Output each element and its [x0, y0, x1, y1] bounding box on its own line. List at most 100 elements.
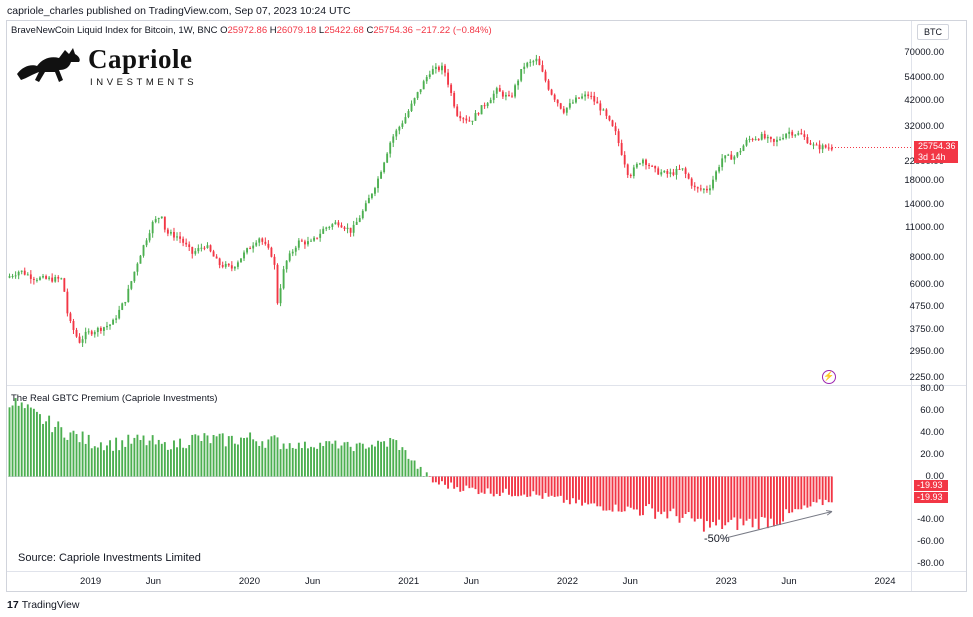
price-candle	[562, 105, 565, 115]
price-candle	[453, 90, 456, 109]
premium-bar	[632, 476, 635, 510]
premium-bar	[596, 476, 599, 507]
price-candle	[444, 63, 446, 77]
premium-bar	[316, 448, 319, 477]
price-candle	[757, 138, 760, 141]
price-candle	[715, 170, 718, 182]
price-candle	[760, 131, 763, 141]
price-candle	[157, 217, 160, 224]
premium-bar	[157, 439, 160, 477]
premium-bar	[444, 476, 446, 485]
price-candle	[498, 84, 501, 92]
currency-badge[interactable]: BTC	[917, 24, 949, 40]
price-candle	[788, 127, 791, 139]
price-candle	[236, 260, 239, 270]
premium-bar	[699, 476, 702, 519]
price-candle	[565, 107, 568, 116]
price-candle	[258, 237, 261, 247]
price-candle	[632, 164, 635, 179]
premium-bar	[236, 444, 239, 477]
premium-bar	[602, 476, 605, 511]
pane-divider[interactable]	[7, 385, 966, 386]
price-axis-label: 11000.00	[905, 221, 944, 233]
premium-bar	[565, 476, 568, 500]
premium-bar	[14, 398, 17, 477]
premium-bar	[474, 476, 477, 490]
price-candle	[300, 238, 303, 242]
price-candle	[602, 108, 605, 111]
premium-bar	[450, 476, 453, 483]
premium-bar	[109, 440, 111, 477]
premium-bar	[54, 426, 57, 477]
price-candle	[142, 244, 145, 258]
price-candle	[736, 151, 739, 159]
price-candle	[614, 122, 617, 136]
premium-bar	[11, 405, 14, 477]
price-candle	[462, 117, 465, 124]
price-candle	[712, 175, 714, 191]
price-candle	[267, 240, 270, 250]
premium-bar	[456, 476, 459, 488]
premium-bar	[471, 476, 474, 488]
price-axis-label: 14000.00	[904, 199, 944, 211]
premium-bar	[218, 433, 221, 477]
premium-bar	[620, 476, 623, 512]
premium-bar	[48, 415, 51, 477]
price-candle	[523, 62, 526, 74]
price-candle	[60, 277, 63, 280]
premium-bar	[705, 476, 708, 522]
premium-bar	[559, 476, 562, 496]
premium-bar	[550, 476, 553, 496]
price-candle	[45, 274, 48, 280]
premium-bar	[288, 443, 291, 477]
price-candle	[32, 276, 35, 285]
tv-brand-mark: 17	[7, 599, 19, 611]
premium-bar	[800, 476, 803, 510]
premium-bar	[182, 447, 185, 477]
price-candle	[459, 111, 462, 122]
premium-bar	[812, 476, 815, 502]
price-candle	[179, 231, 182, 244]
premium-bar	[721, 476, 724, 529]
premium-bar	[337, 448, 340, 477]
price-candle	[693, 182, 696, 191]
premium-bar	[313, 447, 316, 477]
change-value: −217.22 (−0.84%)	[415, 25, 492, 36]
price-candle	[590, 91, 593, 100]
horse-icon	[17, 48, 80, 82]
premium-bar	[733, 476, 736, 518]
tradingview-logo[interactable]: 17 TradingView	[7, 599, 79, 611]
premium-bar	[87, 434, 90, 477]
price-candle	[188, 241, 191, 252]
symbol-name[interactable]: BraveNewCoin Liquid Index for Bitcoin, 1…	[11, 25, 218, 36]
price-candle	[270, 246, 273, 258]
lightning-icon[interactable]: ⚡	[822, 370, 836, 384]
premium-bar	[587, 476, 590, 505]
price-candle	[766, 134, 769, 143]
price-candle	[288, 250, 291, 263]
premium-bar	[291, 447, 294, 477]
source-note: Source: Capriole Investments Limited	[18, 552, 201, 564]
premium-bar	[739, 476, 742, 519]
trend-arrow-line	[722, 511, 833, 540]
price-candle	[121, 302, 124, 311]
price-candle	[690, 177, 693, 189]
annotation-label: -50%	[704, 533, 730, 545]
premium-bar	[730, 476, 733, 520]
indicator-title[interactable]: The Real GBTC Premium (Capriole Investme…	[11, 393, 218, 404]
price-candle	[684, 166, 687, 179]
price-candle	[386, 152, 389, 164]
premium-bar	[635, 476, 638, 510]
premium-axis-label: 20.00	[920, 448, 944, 460]
price-candle	[206, 242, 209, 249]
premium-bar	[154, 444, 157, 477]
price-candle	[66, 288, 69, 317]
price-candle	[243, 250, 245, 262]
price-axis-label: 54000.00	[904, 71, 944, 83]
premium-bar	[562, 476, 565, 503]
price-axis-label: 3750.00	[909, 323, 944, 335]
price-candle	[389, 141, 392, 158]
premium-bar	[340, 445, 343, 477]
premium-bar	[791, 476, 794, 513]
